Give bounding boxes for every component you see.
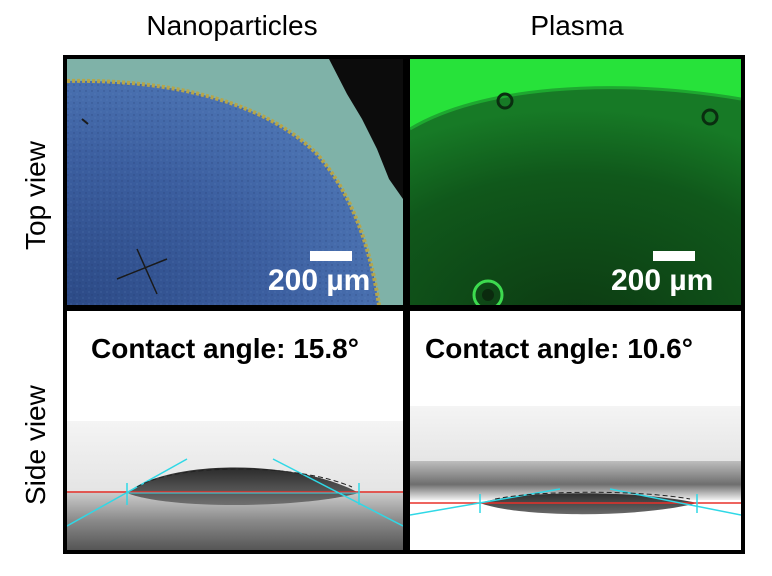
contact-angle-label: Contact angle: 10.6° <box>425 333 693 364</box>
column-label-nanoparticles: Nanoparticles <box>146 10 318 41</box>
plasma-top-view-image: 200 µm <box>410 59 741 305</box>
scale-bar-label: 200 µm <box>611 264 714 297</box>
plasma-micrograph <box>410 59 741 305</box>
scale-bar <box>310 251 352 261</box>
nanoparticles-side-view-image: Contact angle: 15.8° <box>67 311 403 550</box>
row-label-side-view: Side view <box>20 385 51 505</box>
nanoparticles-droplet-profile <box>67 421 403 550</box>
nanoparticles-top-view-image: 200 µm <box>67 59 403 305</box>
column-label-plasma: Plasma <box>530 10 624 41</box>
scale-bar-label: 200 µm <box>268 264 371 297</box>
scale-bar <box>653 251 695 261</box>
nanoparticles-micrograph <box>67 59 403 305</box>
contact-angle-label: Contact angle: 15.8° <box>91 333 359 364</box>
plasma-side-view-image: Contact angle: 10.6° <box>410 311 741 550</box>
plasma-droplet-profile <box>410 406 741 516</box>
row-label-top-view: Top view <box>20 141 51 250</box>
figure-grid: 200 µm 200 µm <box>63 55 745 554</box>
